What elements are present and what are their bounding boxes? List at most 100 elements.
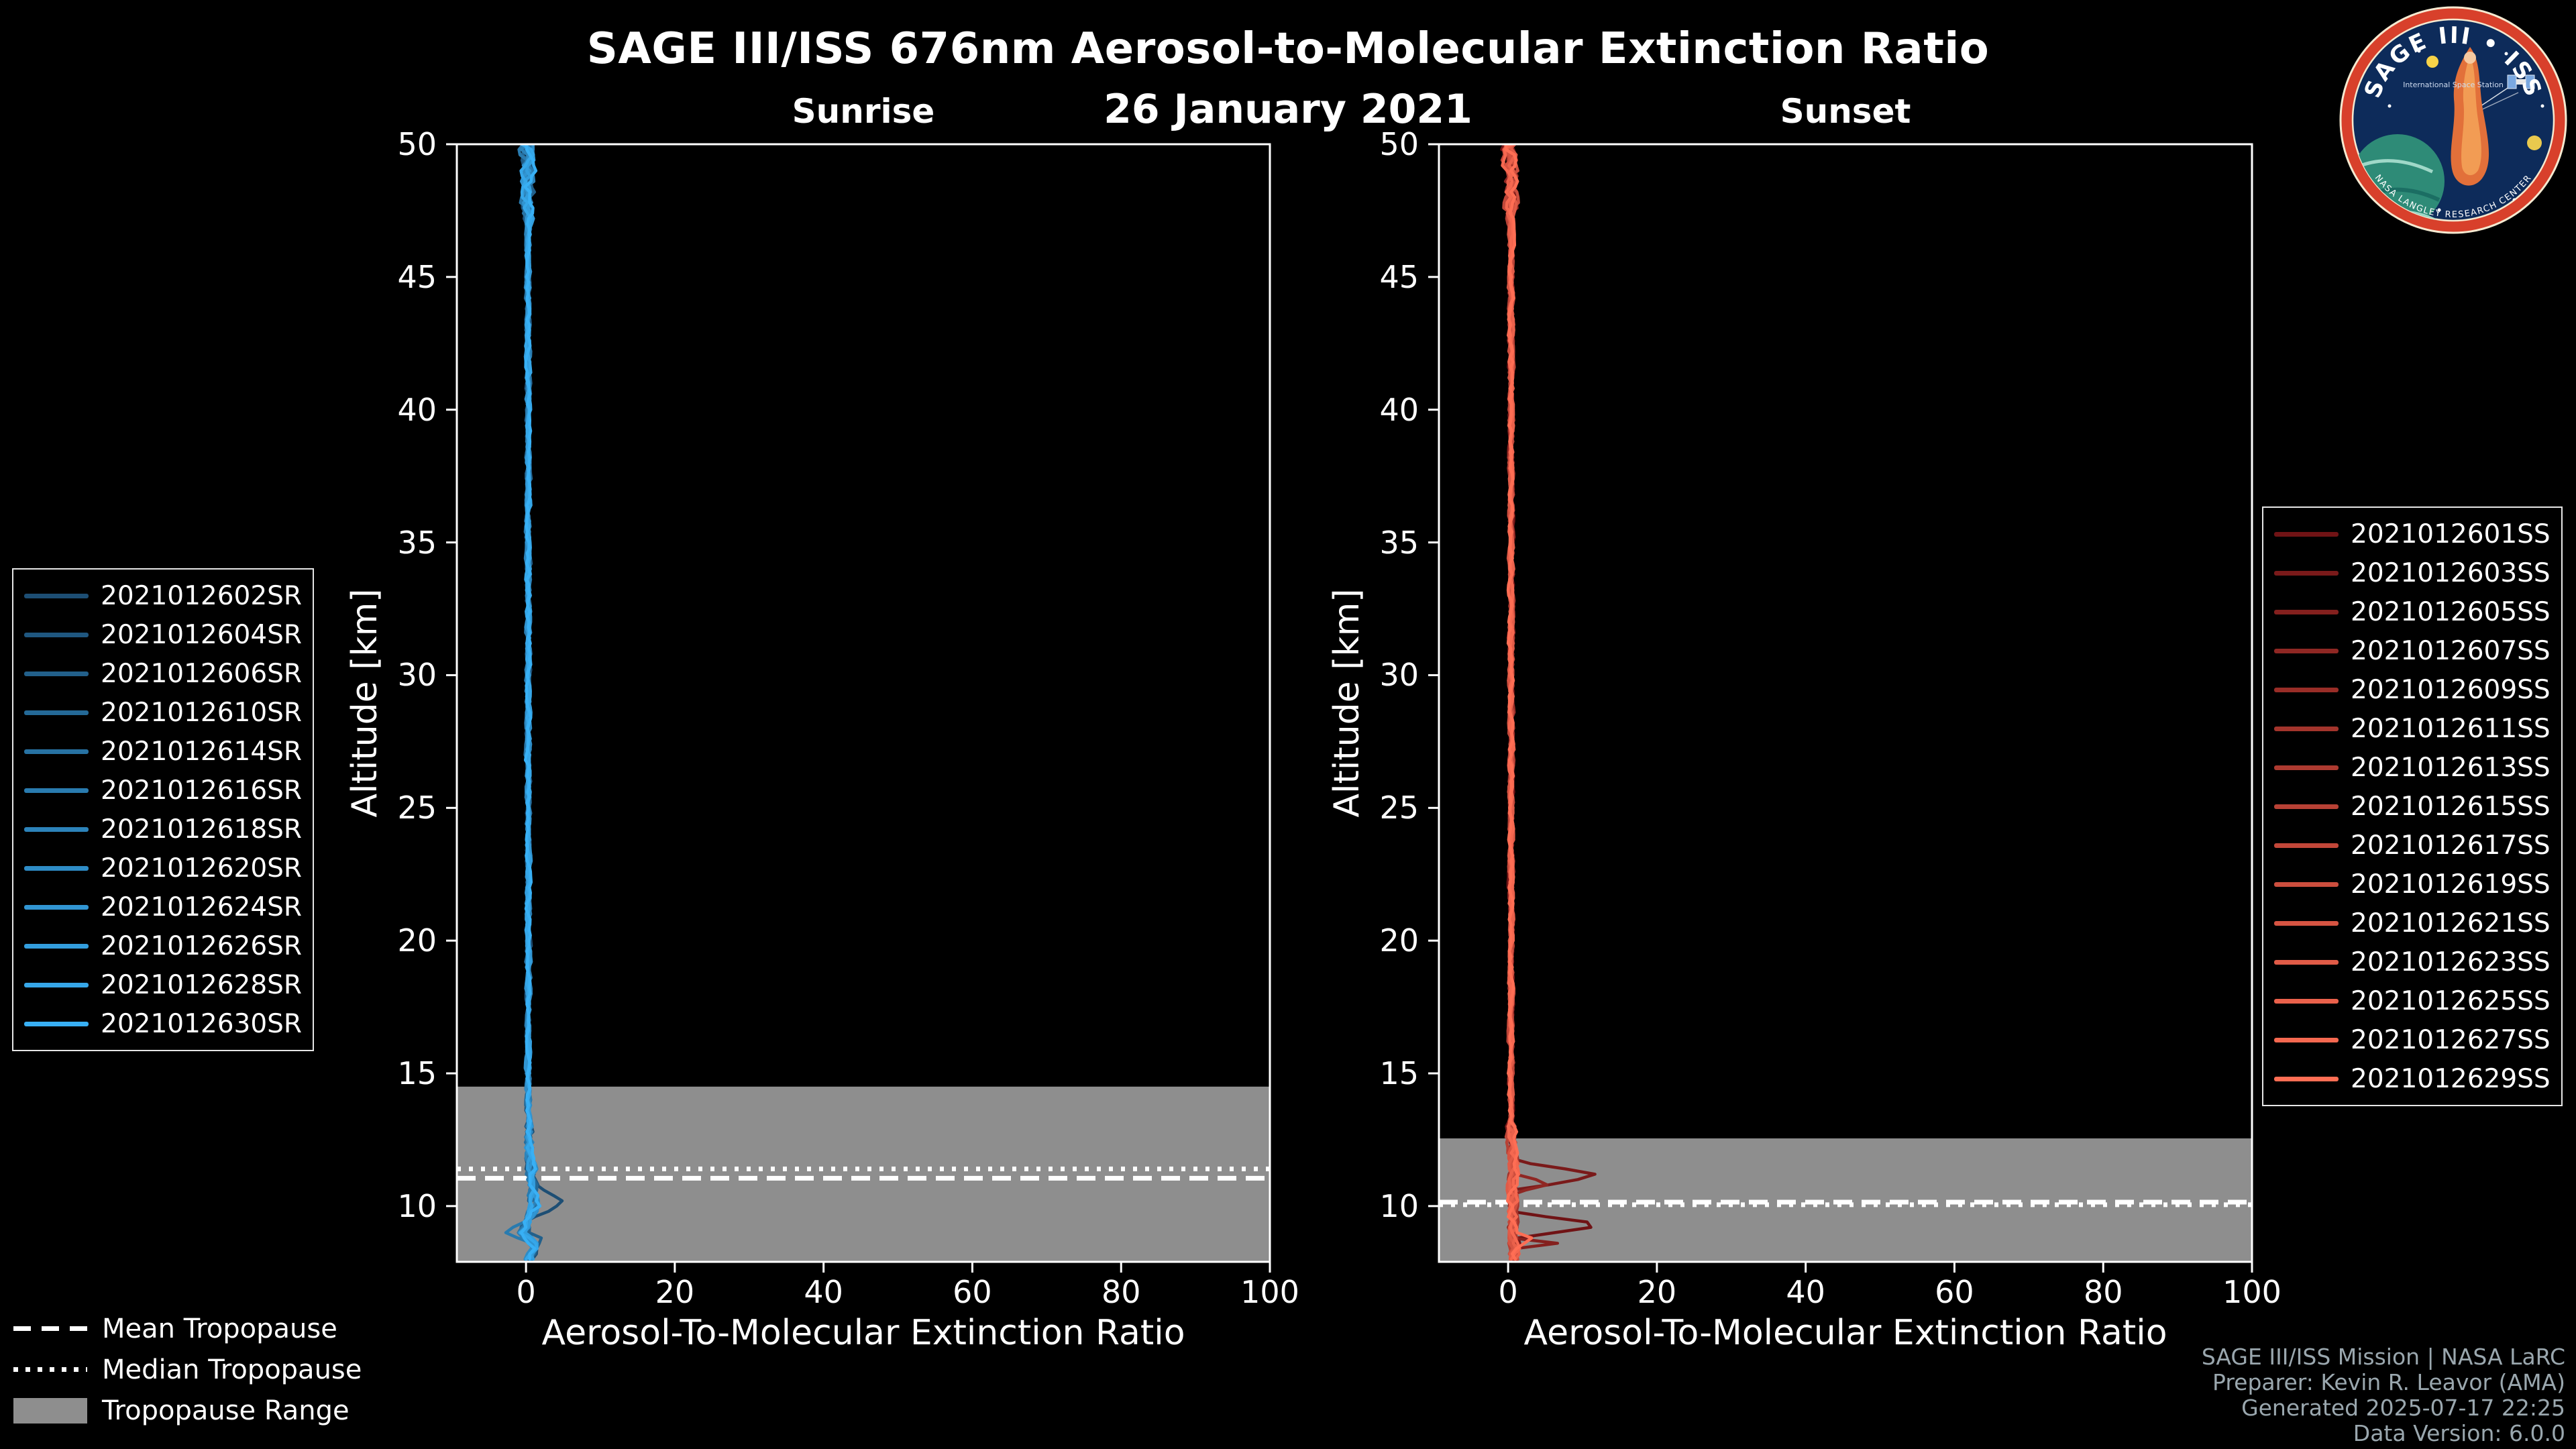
sunrise-ytick-40: 40 (397, 391, 437, 428)
sunset-legend-swatch (2274, 998, 2339, 1004)
sunset-legend-item: 2021012625SS (2274, 981, 2551, 1020)
sunset-legend-label: 2021012625SS (2351, 985, 2551, 1016)
sunrise-axes-frame (455, 143, 1271, 1263)
sunrise-ytick-20: 20 (397, 922, 437, 959)
sunset-xtick-40: 40 (1786, 1274, 1825, 1310)
sunrise-panel: Sunrise 10 15 20 25 30 35 40 45 50 0 20 40 60 80 100 … (345, 92, 1299, 1353)
dashed-line-swatch (13, 1326, 87, 1331)
credits-mission: SAGE III/ISS Mission | NASA LaRC (2201, 1344, 2565, 1370)
sunset-xtick-80: 80 (2083, 1274, 2123, 1310)
logo-outer-border (2339, 6, 2567, 234)
sunrise-legend-swatch (24, 826, 89, 832)
sunset-legend-swatch (2274, 843, 2339, 848)
sunrise-plot (446, 143, 1271, 1273)
moon-icon (2527, 136, 2542, 150)
sunrise-legend-swatch (24, 982, 89, 987)
star-icon (2504, 52, 2508, 56)
sunrise-ytick-45: 45 (397, 258, 437, 295)
sunrise-legend-label: 2021012616SR (101, 775, 302, 806)
sunset-legend-item: 2021012615SS (2274, 787, 2551, 826)
credits-data-version: Data Version: 6.0.0 (2353, 1420, 2565, 1446)
sunset-panel: Sunset 10 15 20 25 30 35 40 45 50 0 20 40 60 80 100 A… (1327, 92, 2282, 1353)
mean-tropopause-label: Mean Tropopause (102, 1313, 337, 1344)
iss-satellite-icon (2507, 74, 2535, 89)
robed-figure (2451, 47, 2489, 186)
sunset-legend-swatch (2274, 609, 2339, 614)
sunrise-legend-swatch (24, 865, 89, 871)
sunset-legend-label: 2021012609SS (2351, 674, 2551, 705)
sunrise-legend-label: 2021012626SR (101, 930, 302, 961)
sunrise-legend-label: 2021012614SR (101, 736, 302, 767)
star-icon (2437, 208, 2441, 212)
sunset-legend-item: 2021012617SS (2274, 826, 2551, 865)
sunrise-ytick-15: 15 (397, 1055, 437, 1092)
sunset-legend-label: 2021012619SS (2351, 869, 2551, 900)
sunset-legend-label: 2021012623SS (2351, 947, 2551, 977)
sunset-legend-swatch (2274, 881, 2339, 887)
earth-cloud (2358, 159, 2434, 174)
sunrise-legend-item: 2021012620SR (24, 849, 302, 888)
sunrise-series-2021012630SR (520, 144, 542, 1261)
sunrise-legend-label: 2021012604SR (101, 619, 302, 650)
sunrise-legend-item: 2021012614SR (24, 732, 302, 771)
mean-tropopause-legend-item: Mean Tropopause (13, 1308, 362, 1349)
sunset-legend-item: 2021012613SS (2274, 748, 2551, 787)
sunrise-legend-item: 2021012610SR (24, 693, 302, 732)
sunrise-panel-title: Sunrise (792, 92, 935, 131)
sunset-legend-label: 2021012617SS (2351, 830, 2551, 861)
sunset-legend-label: 2021012627SS (2351, 1024, 2551, 1055)
sunset-legend-swatch (2274, 687, 2339, 692)
sunrise-xtick-40: 40 (804, 1274, 843, 1310)
dotted-line-swatch (13, 1367, 87, 1372)
sunset-legend-label: 2021012615SS (2351, 791, 2551, 822)
sunset-xtick-0: 0 (1498, 1274, 1518, 1310)
sunrise-legend-item: 2021012628SR (24, 965, 302, 1004)
sunset-xtick-60: 60 (1935, 1274, 1974, 1310)
sunrise-legend-label: 2021012620SR (101, 853, 302, 883)
sunrise-legend-swatch (24, 632, 89, 637)
sunset-legend-item: 2021012601SS (2274, 515, 2551, 553)
sunrise-legend-label: 2021012618SR (101, 814, 302, 845)
sunset-legend-label: 2021012607SS (2351, 635, 2551, 666)
tropopause-legend: Mean Tropopause Median Tropopause Tropop… (13, 1308, 362, 1431)
sunrise-xtick-80: 80 (1101, 1274, 1141, 1310)
sunrise-xtick-20: 20 (655, 1274, 695, 1310)
light-beam (2480, 92, 2519, 111)
sunset-legend-swatch (2274, 804, 2339, 809)
sunrise-legend-item: 2021012618SR (24, 810, 302, 849)
sunset-legend-swatch (2274, 570, 2339, 576)
sunrise-legend-swatch (24, 904, 89, 910)
sunrise-y-axis-label: Altitude [km] (345, 588, 385, 818)
sunset-legend-item: 2021012603SS (2274, 553, 2551, 592)
credits-block: SAGE III/ISS Mission | NASA LaRC Prepare… (2202, 1344, 2565, 1446)
sunset-ytick-10: 10 (1379, 1187, 1419, 1224)
sunrise-ytick-35: 35 (397, 524, 437, 561)
sunset-legend-swatch (2274, 648, 2339, 653)
sunset-legend-label: 2021012603SS (2351, 557, 2551, 588)
sunset-legend-item: 2021012621SS (2274, 904, 2551, 943)
sunset-ytick-35: 35 (1379, 524, 1419, 561)
sunrise-legend-item: 2021012604SR (24, 615, 302, 654)
sunrise-legend-swatch (24, 671, 89, 676)
sunset-legend-label: 2021012601SS (2351, 519, 2551, 549)
sunrise-legend-item: 2021012624SR (24, 888, 302, 926)
sunrise-legend-item: 2021012626SR (24, 926, 302, 965)
sunset-legend-item: 2021012623SS (2274, 943, 2551, 981)
sunset-legend-swatch (2274, 726, 2339, 731)
mission-patch-logo: SAGE III • ISS International Space Stati… (2339, 6, 2567, 234)
sunset-ytick-40: 40 (1379, 391, 1419, 428)
sunset-legend-swatch (2274, 531, 2339, 537)
logo-subtitle: International Space Station (2403, 80, 2504, 89)
sunset-xtick-20: 20 (1637, 1274, 1677, 1310)
sunrise-xtick-100: 100 (1240, 1274, 1299, 1310)
sunset-legend-label: 2021012629SS (2351, 1063, 2551, 1094)
sunset-legend-item: 2021012629SS (2274, 1059, 2551, 1098)
sunset-x-axis-label: Aerosol-To-Molecular Extinction Ratio (1523, 1313, 2167, 1353)
sunrise-legend: 2021012602SR 2021012604SR 2021012606SR 2021… (12, 568, 314, 1051)
sunset-legend-swatch (2274, 1037, 2339, 1042)
sunset-y-axis-label: Altitude [km] (1327, 588, 1367, 818)
sunset-axes-frame (1438, 143, 2253, 1263)
sunset-ytick-15: 15 (1379, 1055, 1419, 1092)
sunrise-legend-item: 2021012616SR (24, 771, 302, 810)
sunrise-xtick-60: 60 (953, 1274, 992, 1310)
